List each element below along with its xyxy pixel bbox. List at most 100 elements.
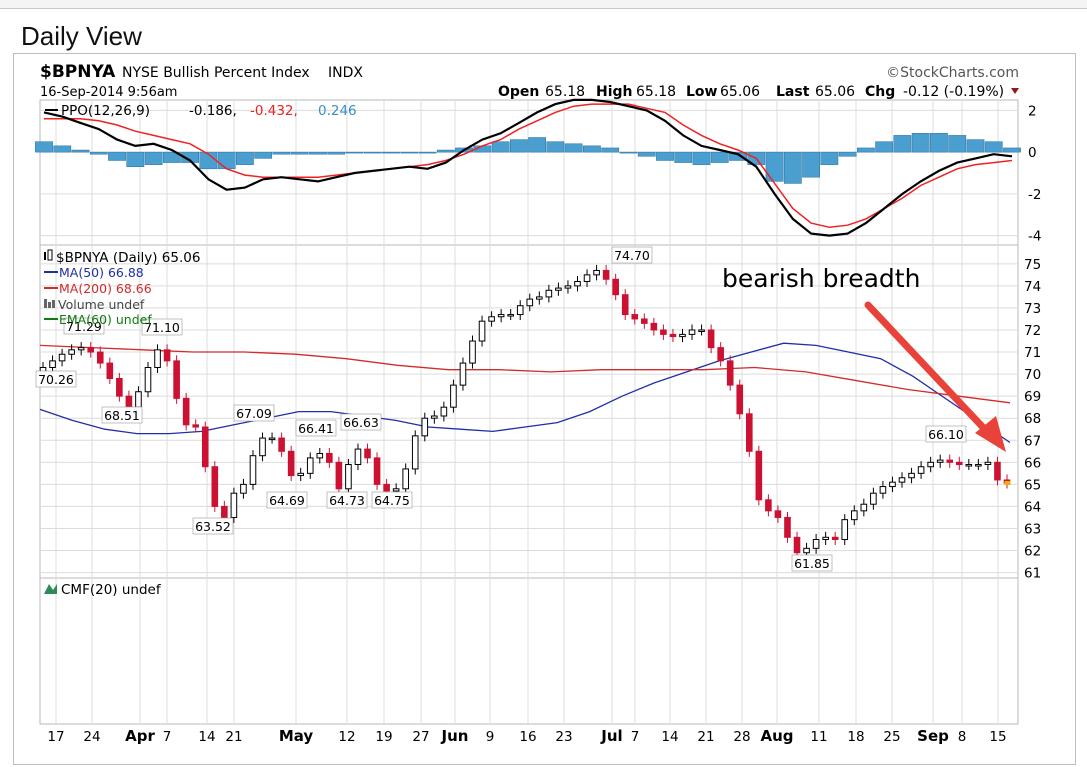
candle-down <box>106 362 114 380</box>
candle-down <box>831 536 839 541</box>
candle-up <box>889 481 896 488</box>
cmf-legend: CMF(20) undef <box>61 582 162 598</box>
price-y-tick-label: 65 <box>1024 477 1041 493</box>
candle-down <box>726 360 734 386</box>
ppo-histogram-bar <box>144 151 163 165</box>
ppo-histogram-bar <box>619 151 638 154</box>
chart-date: 16-Sep-2014 9:56am <box>40 85 177 100</box>
price-label-box <box>101 406 143 424</box>
candle-down <box>211 466 219 507</box>
candle-up <box>870 492 877 505</box>
x-tick-label: 21 <box>697 729 714 745</box>
candle-up <box>574 280 581 287</box>
x-tick-label: Jul <box>600 727 622 745</box>
ppo-histogram-bar <box>729 151 747 161</box>
ppo-lines <box>43 98 1013 237</box>
axis-labels: 17 24 Apr 7 14 21 May 12 19 27 Jun 9 16 23 Jul 7 14 21 28 A… <box>47 103 1041 745</box>
ppo-y-tick-label: -4 <box>1028 229 1041 245</box>
chg-value: -0.12 (-0.19%) <box>903 84 1004 100</box>
candle-up <box>316 452 324 459</box>
candle-up <box>965 464 973 467</box>
ppo-histogram-bar <box>546 141 565 153</box>
candle-up <box>459 362 467 386</box>
candle-up <box>536 296 543 300</box>
chg-down-icon <box>1011 88 1019 94</box>
price-label-box <box>371 491 413 509</box>
candle-up <box>297 472 305 477</box>
x-tick-label: Jun <box>441 727 469 745</box>
x-tick-label: 17 <box>47 729 64 745</box>
candle-down <box>660 329 667 335</box>
candle-down <box>784 516 791 538</box>
chart-exchange: INDX <box>328 65 363 81</box>
ppo-histogram-bar <box>400 151 419 154</box>
candle-up <box>77 347 85 351</box>
ma50-line <box>39 342 1011 444</box>
last-value: 65.06 <box>815 84 855 100</box>
ppo-histogram-bar <box>327 151 346 155</box>
candle-down <box>641 318 648 324</box>
candle-up <box>392 488 400 492</box>
window-top-border <box>0 0 1087 9</box>
x-tick-label: Sep <box>917 727 949 745</box>
candle-up <box>240 483 247 494</box>
price-label: 68.51 <box>104 408 140 423</box>
ppo-signal-value: -0.432, <box>250 103 298 119</box>
x-tick-label: 27 <box>412 729 429 745</box>
candle-up <box>440 406 448 417</box>
ppo-histogram-bar <box>966 139 985 153</box>
candle-up <box>812 539 820 549</box>
volume-legend-icon <box>44 299 47 308</box>
candle-up <box>593 269 600 276</box>
cmf-panel-frame <box>39 577 1019 725</box>
price-label: 64.73 <box>329 493 365 508</box>
moving-averages <box>39 342 1011 444</box>
candle-up <box>879 486 887 494</box>
candle-up <box>917 466 925 474</box>
candle-up <box>49 360 56 368</box>
last-label: Last <box>776 84 810 100</box>
ppo-histogram-bar <box>217 151 236 170</box>
candle-down <box>182 397 190 426</box>
candle-down <box>326 452 333 463</box>
last-price-marker <box>1004 481 1011 486</box>
candle-up <box>516 305 524 316</box>
candle-up <box>431 415 438 419</box>
low-value: 65.06 <box>720 84 760 100</box>
candle-up <box>936 459 944 463</box>
ppo-y-tick-label: 0 <box>1028 145 1037 161</box>
ppo-histogram-bar <box>309 151 327 155</box>
ppo-histogram-bar <box>820 151 839 165</box>
x-tick-label: 14 <box>661 729 678 745</box>
price-label-box <box>340 413 382 431</box>
candle-up <box>68 349 75 355</box>
candle-up <box>268 437 276 441</box>
candle-up <box>421 417 429 437</box>
ppo-histogram-bar <box>802 151 820 178</box>
price-y-tick-label: 61 <box>1024 566 1041 582</box>
high-value: 65.18 <box>636 84 676 100</box>
candle-down <box>163 349 171 362</box>
price-label: 64.75 <box>374 493 410 508</box>
ppo-histogram-bar <box>656 151 674 161</box>
price-label-box <box>611 246 653 264</box>
candle-down <box>745 413 753 452</box>
ppo-histogram-bar <box>290 151 309 155</box>
ppo-histogram-bar <box>1003 147 1021 153</box>
ppo-histogram-bar <box>162 151 181 163</box>
price-y-tick-label: 67 <box>1024 433 1041 449</box>
price-label-box <box>141 318 183 336</box>
candle-up <box>583 274 591 282</box>
x-tick-label: 12 <box>338 729 355 745</box>
candle-up <box>58 353 66 362</box>
x-tick-label: 9 <box>486 729 495 745</box>
ppo-histogram-bar <box>71 149 90 153</box>
candle-up <box>402 468 409 490</box>
x-tick-label: 18 <box>847 729 864 745</box>
price-label: 64.69 <box>269 493 305 508</box>
view-title: Daily View <box>21 21 142 51</box>
x-tick-label: 14 <box>198 729 215 745</box>
candle-down <box>192 424 200 428</box>
chart-panel <box>13 53 1076 765</box>
